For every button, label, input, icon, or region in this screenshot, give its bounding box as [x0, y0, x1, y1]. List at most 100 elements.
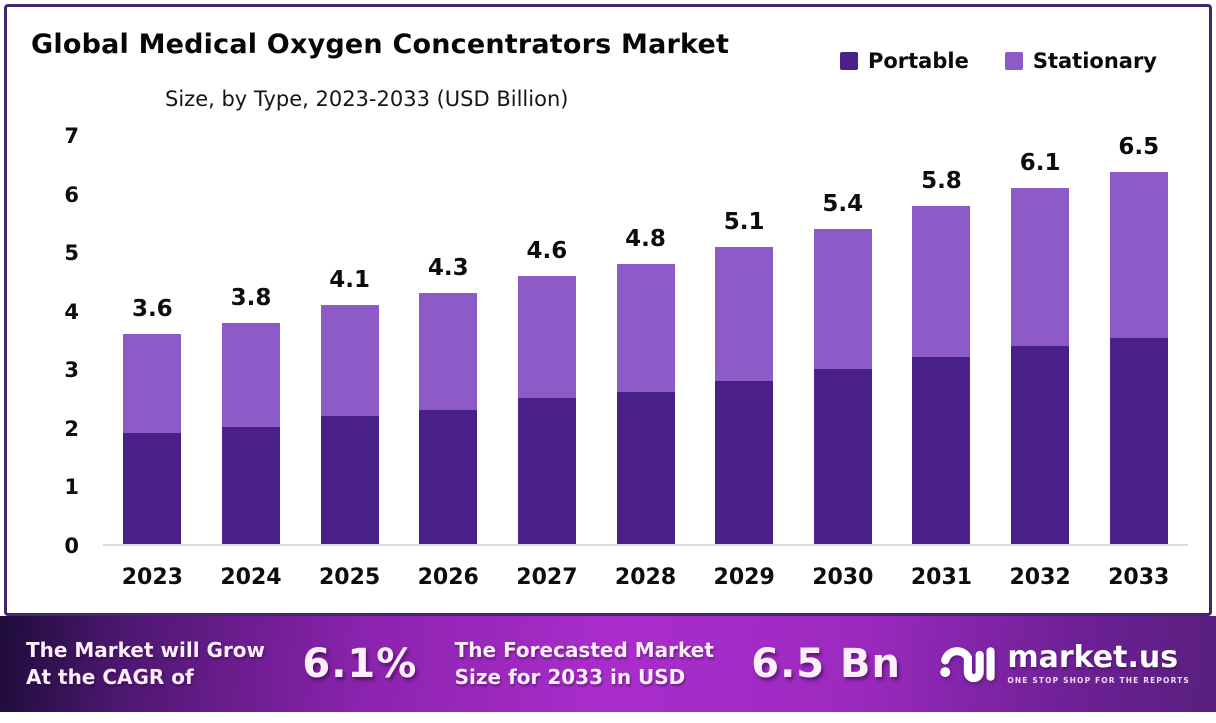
bar-value-label: 5.1 [723, 208, 765, 235]
x-axis-label: 2028 [614, 565, 677, 590]
stacked-bar [715, 246, 774, 544]
page-title: Global Medical Oxygen Concentrators Mark… [31, 29, 730, 60]
bar-value-label: 6.5 [1118, 134, 1160, 160]
x-axis-label: 2032 [1009, 565, 1071, 590]
bar-value-label: 4.1 [329, 267, 370, 294]
bar-column: 4.3 [399, 136, 498, 544]
stationary-segment [616, 264, 675, 393]
x-axis-label: 2033 [1108, 565, 1170, 590]
bottom-banner: The Market will Grow At the CAGR of 6.1%… [0, 616, 1216, 712]
x-axis: 2023 2024 2025 2026 2027 2028 2029 2030 2031 2032… [103, 565, 1188, 590]
stacked-bar [320, 305, 379, 544]
x-axis-label: 2025 [318, 565, 381, 590]
stationary-segment [1011, 188, 1070, 346]
cagr-value: 6.1% [302, 641, 418, 687]
bar-column: 6.5 [1089, 136, 1188, 544]
x-axis-label: 2024 [220, 565, 282, 590]
bar-column: 4.1 [300, 136, 399, 544]
stationary-segment [123, 334, 182, 434]
portable-segment [1109, 337, 1168, 544]
brand-name: market.us [1007, 640, 1179, 675]
brand-logo: market.us ONE STOP SHOP FOR THE REPORTS [938, 639, 1190, 689]
market-us-logo-icon [940, 647, 995, 683]
bar-column: 3.8 [202, 136, 301, 544]
stationary-segment [517, 275, 576, 399]
y-axis: 7 6 5 4 3 2 1 0 [7, 124, 91, 558]
stacked-bar [616, 264, 675, 544]
y-tick-label: 5 [64, 241, 79, 266]
portable-swatch-icon [839, 52, 858, 70]
forecast-text-line2: Size for 2033 in USD [454, 665, 686, 689]
bar-column: 5.8 [892, 136, 991, 544]
chart-panel: Global Medical Oxygen Concentrators Mark… [4, 4, 1212, 616]
bar-value-label: 4.8 [625, 226, 666, 253]
legend-label-portable: Portable [867, 49, 969, 73]
y-tick-label: 2 [64, 416, 79, 441]
x-axis-label: 2026 [417, 565, 479, 590]
portable-segment [123, 433, 182, 544]
legend-item-stationary: Stationary [1004, 49, 1157, 73]
bar-column: 4.8 [596, 136, 695, 544]
stationary-segment [221, 322, 280, 428]
stacked-bar [517, 275, 576, 544]
portable-segment [715, 380, 774, 544]
x-axis-label: 2027 [516, 565, 578, 590]
bar-value-label: 3.6 [131, 296, 173, 323]
stacked-bar [123, 334, 182, 544]
portable-segment [616, 392, 675, 544]
stationary-segment [813, 229, 872, 370]
portable-segment [320, 415, 379, 544]
legend: Portable Stationary [839, 49, 1157, 73]
stationary-swatch-icon [1004, 52, 1023, 70]
legend-item-portable: Portable [839, 49, 969, 73]
portable-segment [517, 398, 576, 544]
stationary-segment [912, 205, 971, 358]
portable-segment [1011, 345, 1070, 544]
portable-segment [813, 369, 872, 544]
stationary-segment [419, 293, 478, 410]
legend-label-stationary: Stationary [1032, 49, 1157, 73]
forecast-value: 6.5 Bn [751, 641, 901, 687]
y-tick-label: 1 [64, 475, 79, 500]
portable-segment [912, 357, 971, 544]
brand-tagline: ONE STOP SHOP FOR THE REPORTS [1007, 676, 1190, 685]
bar-value-label: 4.3 [427, 255, 469, 282]
y-tick-label: 7 [64, 124, 79, 148]
bars: 3.6 3.8 4.1 4.3 4.6 4.8 5.1 5.4 5.8 6.1 6.5 [103, 136, 1188, 544]
bar-value-label: 4.6 [526, 237, 568, 264]
portable-segment [419, 409, 478, 544]
stacked-bar [1109, 172, 1168, 544]
stacked-bar [419, 293, 478, 544]
forecast-text: The Forecasted Market Size for 2033 in U… [455, 637, 714, 691]
bar-column: 3.6 [103, 136, 202, 544]
brand-text: market.us ONE STOP SHOP FOR THE REPORTS [1007, 640, 1190, 686]
x-axis-label: 2031 [910, 565, 973, 590]
bar-column: 5.1 [695, 136, 794, 544]
bar-value-label: 6.1 [1019, 150, 1061, 177]
stacked-bar [1011, 188, 1070, 544]
y-tick-label: 4 [64, 299, 79, 324]
stacked-bar [221, 322, 280, 544]
bar-value-label: 5.4 [822, 191, 864, 218]
forecast-text-line1: The Forecasted Market [454, 638, 714, 662]
stationary-segment [715, 246, 774, 381]
bar-column: 4.6 [498, 136, 597, 544]
bar-value-label: 5.8 [921, 167, 962, 194]
x-axis-label: 2029 [713, 565, 775, 590]
cagr-text: The Market will Grow At the CAGR of [26, 637, 265, 691]
stacked-bar [912, 205, 971, 544]
portable-segment [221, 427, 280, 544]
stationary-segment [1109, 172, 1168, 338]
cagr-text-line1: The Market will Grow [26, 638, 266, 662]
y-tick-label: 6 [64, 182, 79, 207]
x-axis-label: 2023 [121, 565, 183, 590]
y-tick-label: 3 [64, 358, 79, 383]
x-axis-label: 2030 [812, 565, 874, 590]
stacked-bar [813, 229, 872, 544]
bar-value-label: 3.8 [230, 284, 272, 311]
cagr-text-line2: At the CAGR of [26, 665, 194, 689]
bar-column: 6.1 [991, 136, 1090, 544]
y-tick-label: 0 [64, 534, 79, 558]
plot-area: 3.6 3.8 4.1 4.3 4.6 4.8 5.1 5.4 5.8 6.1 6.5 [103, 136, 1188, 546]
